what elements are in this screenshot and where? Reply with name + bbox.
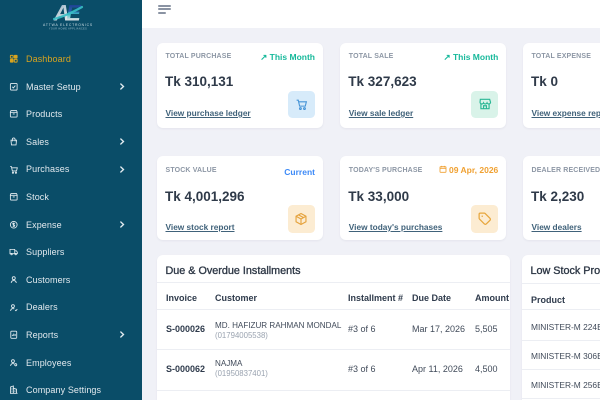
svg-text:A: A	[53, 1, 70, 26]
svg-text:ATTWA ELECTRONICS: ATTWA ELECTRONICS	[43, 23, 93, 27]
svg-text:E: E	[66, 1, 82, 26]
svg-text:YOUR HOME APPLIANCES: YOUR HOME APPLIANCES	[49, 27, 87, 30]
